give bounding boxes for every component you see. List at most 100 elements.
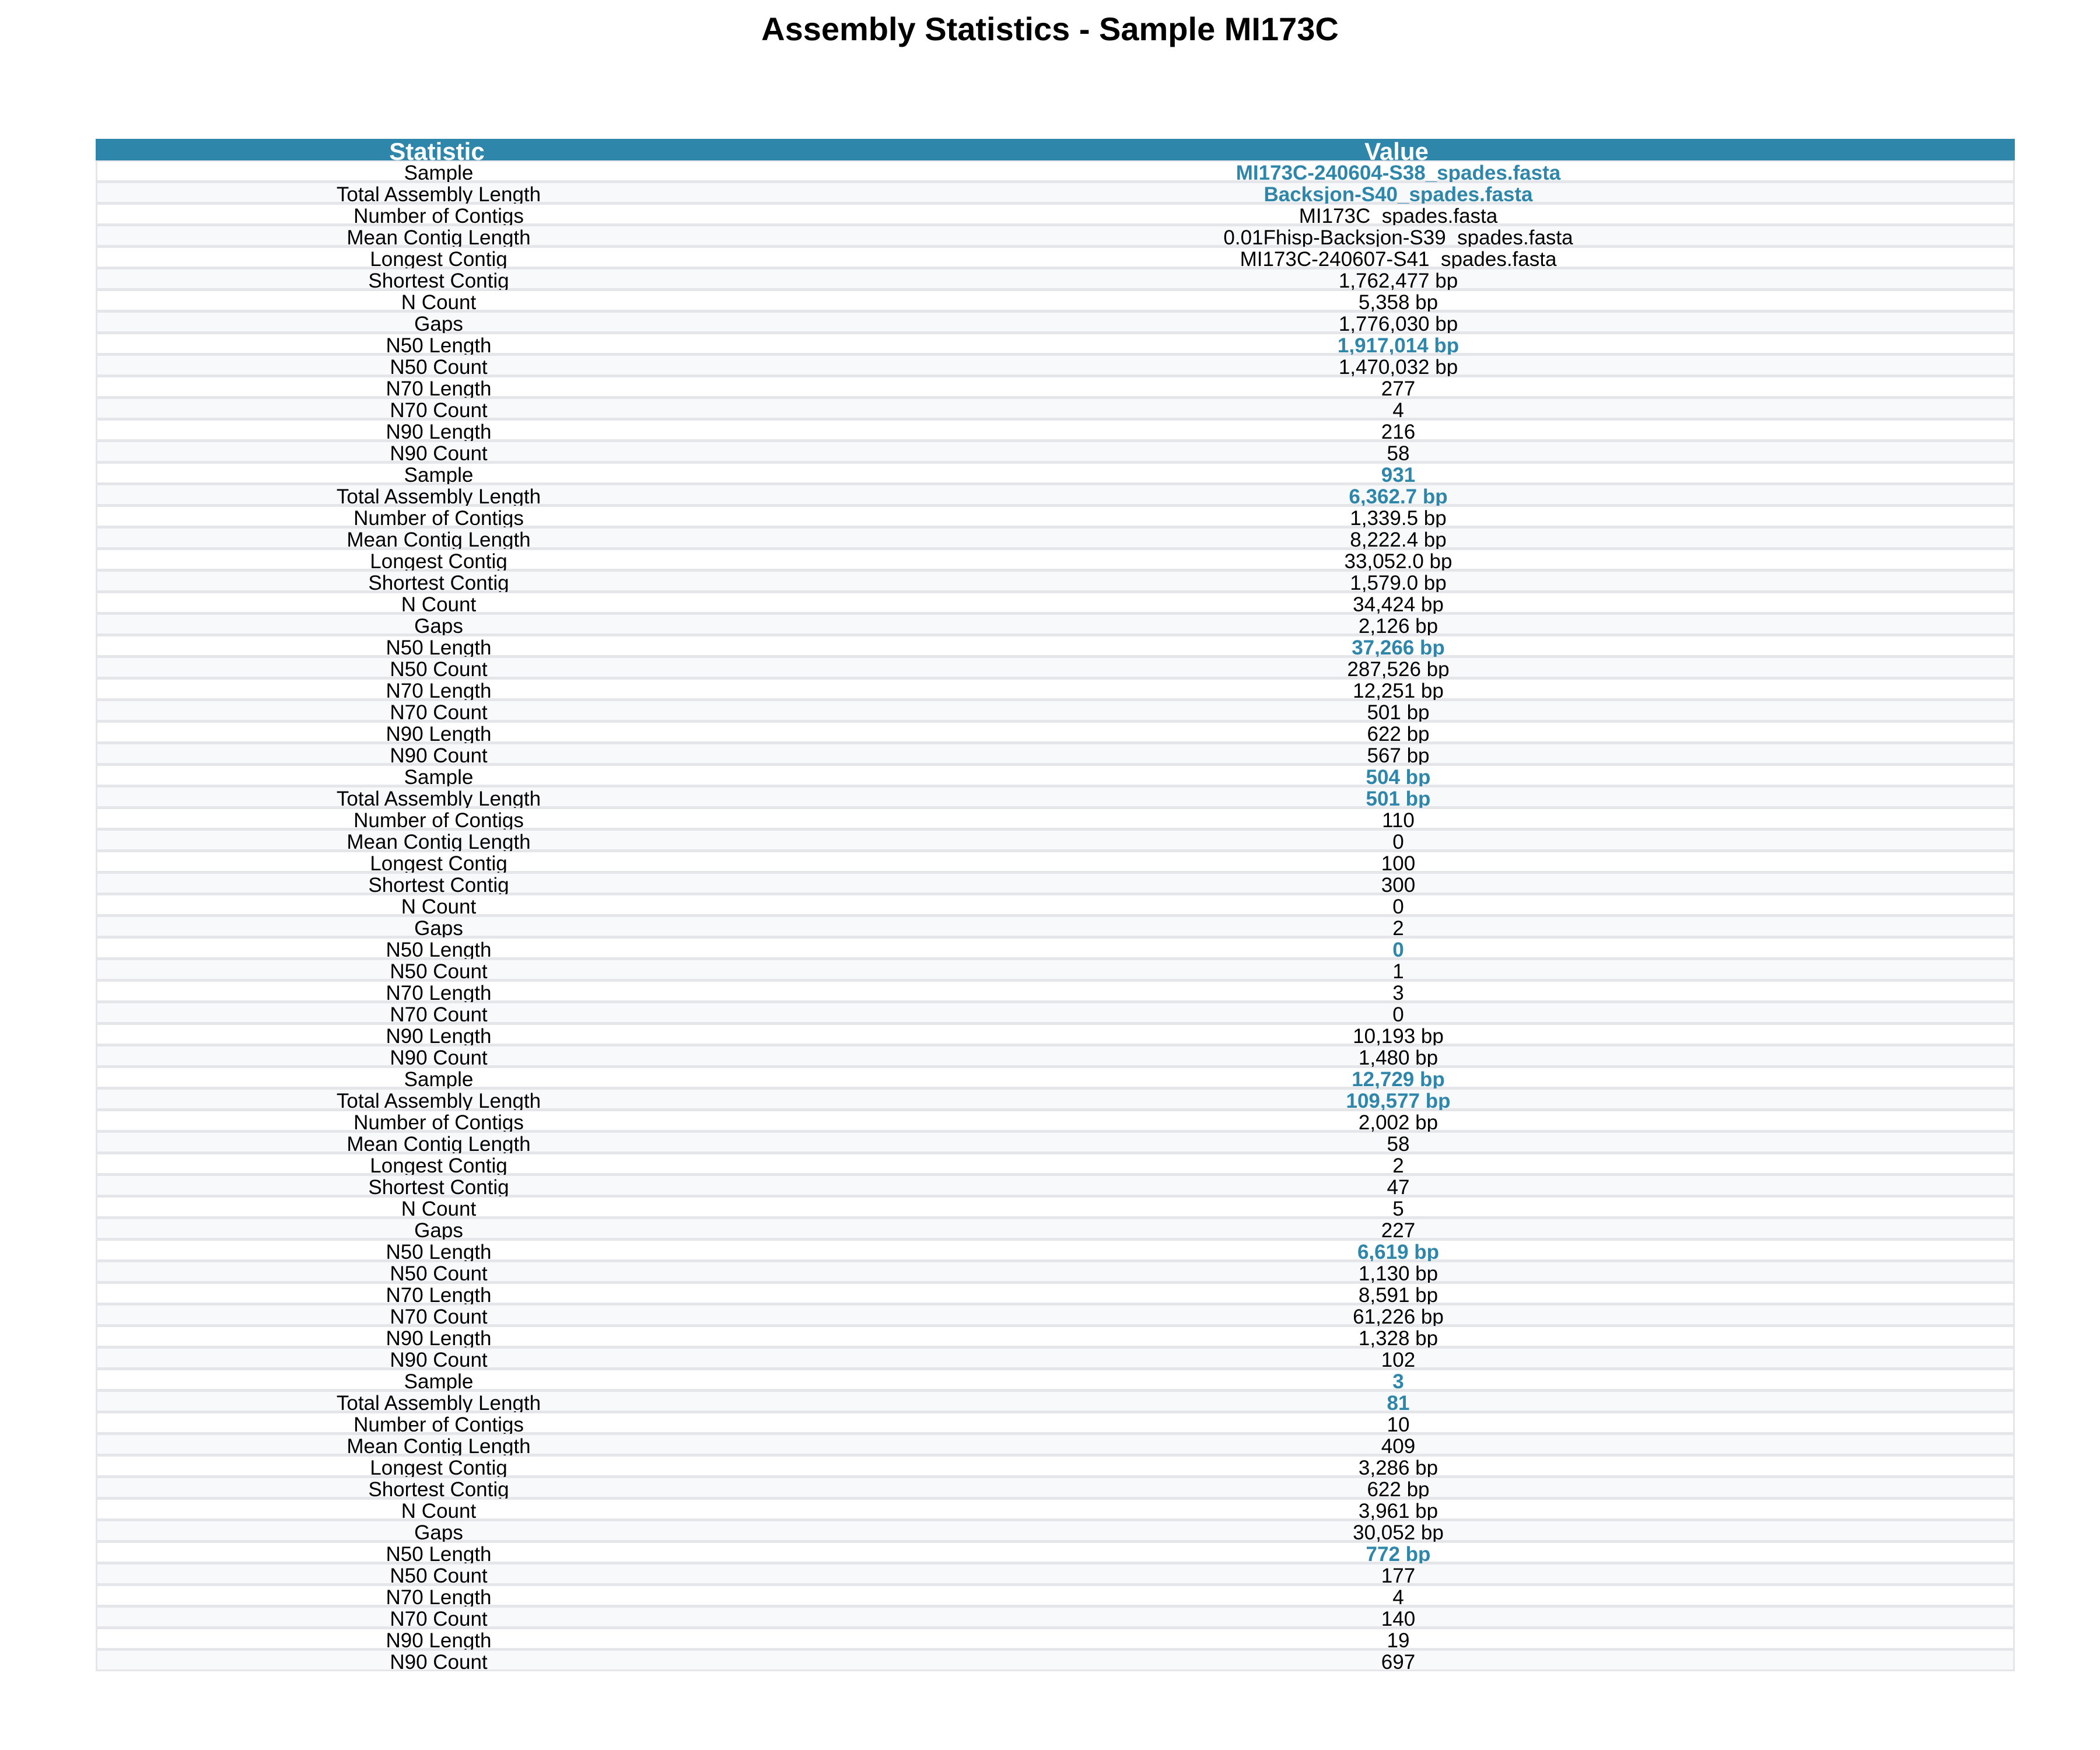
statistic-cell: N50 Length bbox=[386, 1543, 492, 1566]
statistic-cell: Longest Contig bbox=[370, 852, 508, 875]
value-cell: 1 bbox=[1392, 960, 1404, 983]
statistic-cell: Number of Contigs bbox=[354, 507, 524, 530]
statistic-cell: N50 Length bbox=[386, 939, 492, 961]
table-row: N70 Count 140 bbox=[96, 1606, 2015, 1629]
value-cell: 6,619 bp bbox=[1357, 1241, 1440, 1264]
statistic-cell: N Count bbox=[401, 1198, 477, 1220]
statistic-cell: N70 Count bbox=[390, 1306, 488, 1328]
value-cell: 501 bp bbox=[1367, 701, 1430, 724]
statistic-cell: Longest Contig bbox=[370, 550, 508, 573]
value-cell: 622 bp bbox=[1367, 1478, 1430, 1501]
table-row: Number of Contigs 10 bbox=[96, 1412, 2015, 1435]
value-cell: 2,002 bp bbox=[1358, 1111, 1438, 1134]
table-row: N Count 5 bbox=[96, 1196, 2015, 1220]
statistic-cell: Number of Contigs bbox=[354, 809, 524, 832]
statistic-cell: Shortest Contig bbox=[368, 1176, 509, 1199]
value-cell: 501 bp bbox=[1366, 788, 1431, 810]
value-cell: 5 bbox=[1392, 1198, 1404, 1220]
value-cell: 567 bp bbox=[1367, 744, 1430, 767]
value-cell: 1,579.0 bp bbox=[1350, 572, 1447, 594]
statistic-cell: Mean Contig Length bbox=[346, 1133, 531, 1156]
table-row: Sample 931 bbox=[96, 463, 2015, 487]
value-cell: 12,729 bp bbox=[1352, 1068, 1445, 1091]
value-cell: 772 bp bbox=[1366, 1543, 1431, 1566]
value-cell: 0.01Fhisp-Backsjon-S39_spades.fasta bbox=[1223, 226, 1573, 249]
value-cell: 0 bbox=[1392, 831, 1404, 853]
value-cell: 30,052 bp bbox=[1353, 1521, 1444, 1544]
value-cell: 47 bbox=[1387, 1176, 1410, 1199]
statistic-cell: N Count bbox=[401, 291, 477, 314]
table-row: N90 Count 102 bbox=[96, 1348, 2015, 1371]
table-row: N50 Count 1 bbox=[96, 959, 2015, 983]
table-row: N70 Length 277 bbox=[96, 376, 2015, 399]
table-row: Sample 12,729 bp bbox=[96, 1067, 2015, 1091]
statistic-cell: N Count bbox=[401, 895, 477, 918]
statistic-cell: Gaps bbox=[414, 1521, 463, 1544]
table-row: N Count 0 bbox=[96, 894, 2015, 918]
statistic-cell: N90 Count bbox=[390, 442, 488, 465]
statistic-cell: N50 Length bbox=[386, 334, 492, 357]
statistic-cell: N50 Count bbox=[390, 356, 488, 379]
table-row: N90 Length 216 bbox=[96, 419, 2015, 443]
value-cell: 2 bbox=[1392, 1154, 1404, 1177]
statistic-cell: Mean Contig Length bbox=[346, 831, 531, 853]
statistic-cell: N70 Length bbox=[386, 680, 492, 702]
value-cell: 227 bbox=[1381, 1219, 1416, 1242]
value-cell: 34,424 bp bbox=[1353, 593, 1444, 616]
table-row: Gaps 30,052 bp bbox=[96, 1520, 2015, 1544]
column-header-value: Value bbox=[1364, 139, 1429, 160]
table-row: N50 Count 177 bbox=[96, 1563, 2015, 1586]
statistic-cell: Number of Contigs bbox=[354, 205, 524, 228]
value-cell: 102 bbox=[1381, 1349, 1416, 1371]
statistic-cell: N50 Length bbox=[386, 636, 492, 659]
value-cell: 1,339.5 bp bbox=[1350, 507, 1447, 530]
statistic-cell: N90 Count bbox=[390, 1349, 488, 1371]
table-row: Sample 504 bp bbox=[96, 765, 2015, 789]
statistic-cell: Total Assembly Length bbox=[336, 1090, 541, 1112]
value-cell: 110 bbox=[1382, 809, 1415, 832]
statistic-cell: N90 Count bbox=[390, 1046, 488, 1069]
statistic-cell: N90 Length bbox=[386, 1025, 492, 1048]
table-row: N70 Count 61,226 bp bbox=[96, 1304, 2015, 1328]
statistic-cell: Mean Contig Length bbox=[346, 1435, 531, 1458]
stats-table: Statistic Value Sample MI173C-240604-S38_… bbox=[96, 139, 2015, 1674]
statistic-cell: Gaps bbox=[414, 313, 463, 335]
value-cell: 3,961 bp bbox=[1358, 1500, 1438, 1522]
statistic-cell: N90 Count bbox=[390, 744, 488, 767]
value-cell: 216 bbox=[1381, 421, 1416, 443]
table-row: Mean Contig Length 0 bbox=[96, 830, 2015, 853]
table-row: Gaps 2 bbox=[96, 916, 2015, 939]
table-row: Longest Contig 3,286 bp bbox=[96, 1455, 2015, 1479]
value-cell: 4 bbox=[1392, 1586, 1404, 1609]
value-cell: 931 bbox=[1381, 464, 1416, 487]
table-row: Total Assembly Length 501 bp bbox=[96, 786, 2015, 810]
value-cell: 697 bbox=[1381, 1651, 1416, 1674]
value-cell: MI173C_spades.fasta bbox=[1298, 205, 1498, 228]
statistic-cell: N70 Count bbox=[390, 701, 488, 724]
statistic-cell: Total Assembly Length bbox=[336, 183, 541, 206]
table-row: Number of Contigs 1,339.5 bp bbox=[96, 506, 2015, 530]
table-row: Longest Contig 33,052.0 bp bbox=[96, 549, 2015, 573]
table-row: Gaps 1,776,030 bp bbox=[96, 312, 2015, 335]
value-cell: 1,130 bp bbox=[1358, 1262, 1438, 1285]
table-row: Total Assembly Length 81 bbox=[96, 1391, 2015, 1415]
table-row: N50 Count 1,130 bp bbox=[96, 1261, 2015, 1285]
value-cell: MI173C-240604-S38_spades.fasta bbox=[1236, 162, 1561, 184]
statistic-cell: Sample bbox=[404, 766, 474, 789]
value-cell: 37,266 bp bbox=[1352, 636, 1445, 659]
value-cell: 3 bbox=[1392, 1370, 1404, 1393]
table-row: Total Assembly Length Backsjon-S40_spades… bbox=[96, 182, 2015, 206]
statistic-cell: Total Assembly Length bbox=[336, 1392, 541, 1415]
statistic-cell: N50 Count bbox=[390, 1262, 488, 1285]
table-row: N90 Length 10,193 bp bbox=[96, 1024, 2015, 1048]
value-cell: 0 bbox=[1392, 1003, 1404, 1026]
table-row: N90 Count 567 bp bbox=[96, 743, 2015, 767]
statistic-cell: Total Assembly Length bbox=[336, 788, 541, 810]
value-cell: 33,052.0 bp bbox=[1344, 550, 1452, 573]
value-cell: 300 bbox=[1381, 874, 1416, 897]
value-cell: 8,591 bp bbox=[1358, 1284, 1438, 1307]
value-cell: 0 bbox=[1392, 895, 1404, 918]
statistic-cell: Longest Contig bbox=[370, 248, 508, 271]
value-cell: MI173C-240607-S41_spades.fasta bbox=[1240, 248, 1557, 271]
value-cell: 3,286 bp bbox=[1358, 1457, 1438, 1479]
